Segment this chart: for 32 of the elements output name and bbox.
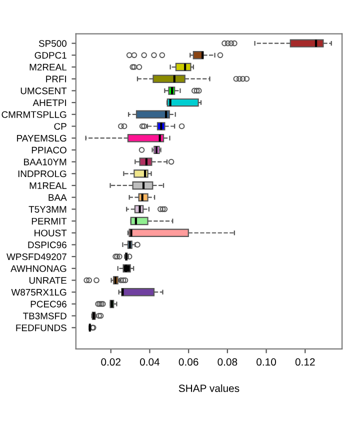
y-tick-label: PRFI: [46, 76, 66, 82]
y-tick-label: UMCSENT: [20, 88, 67, 94]
y-tick-label: FEDFUNDS: [16, 324, 66, 332]
y-tick-label: M1REAL: [30, 182, 67, 189]
y-tick-label: WPSFD49207: [6, 253, 66, 260]
y-tick-label: CMRMTSPLLG: [2, 111, 66, 118]
x-axis-title: SHAP values: [178, 384, 240, 392]
y-tick-label: HOUST: [34, 230, 67, 236]
y-tick-label: BAA10YM: [24, 158, 66, 166]
y-tick-label: TB3MSFD: [23, 312, 66, 320]
y-tick-label: AHETPI: [32, 99, 66, 106]
y-tick-label: W875RX1LG: [11, 288, 66, 296]
y-tick-label: INDPROLG: [18, 170, 66, 178]
x-tick-label: 0.02: [101, 358, 120, 366]
y-tick-label: T5Y3MM: [28, 206, 66, 213]
x-tick-label: 0.08: [218, 358, 238, 366]
x-tick-label: 0.06: [178, 358, 198, 366]
y-tick-label: GDPC1: [34, 52, 66, 59]
x-tick-label: 0.04: [140, 358, 160, 366]
y-tick-label: UNRATE: [29, 277, 66, 284]
y-tick-label: PERMIT: [32, 218, 67, 224]
y-tick-label: PCEC96: [30, 300, 66, 308]
y-tick-label: M2REAL: [30, 64, 67, 70]
y-tick-label: SP500: [38, 40, 66, 47]
y-tick-label: AWHNONAG: [10, 265, 66, 272]
y-tick-label: PAYEMSLG: [17, 134, 66, 142]
y-tick-label: PPIACO: [32, 146, 66, 154]
y-tick-label: DSPIC96: [28, 242, 66, 248]
x-tick-label: 0.12: [295, 358, 315, 366]
y-tick-label: BAA: [48, 194, 67, 201]
y-tick-label: CP: [54, 123, 66, 130]
x-tick-label: 0.10: [256, 358, 276, 366]
